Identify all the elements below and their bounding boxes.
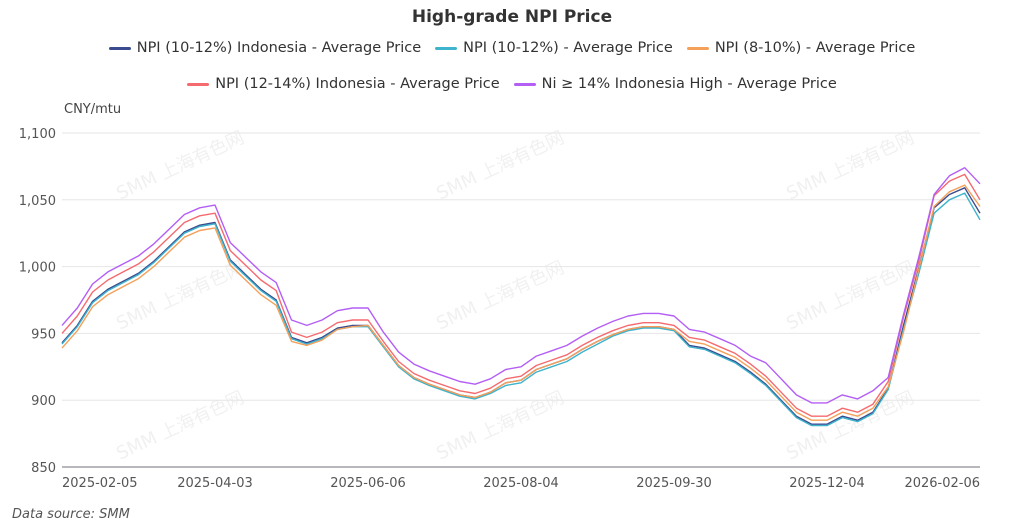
legend-swatch — [513, 82, 536, 86]
series-line — [61, 192, 981, 427]
watermark: SMM 上海有色网 — [783, 127, 917, 204]
legend-item[interactable]: Ni ≥ 14% Indonesia High - Average Price — [513, 76, 837, 92]
legend-item[interactable]: NPI (10-12%) - Average Price — [435, 40, 673, 56]
x-tick-label: 2025-12-04 — [789, 476, 865, 491]
series-line — [61, 184, 981, 421]
x-tick-label: 2025-06-06 — [330, 476, 406, 491]
watermark: SMM 上海有色网 — [433, 257, 567, 334]
watermark: SMM 上海有色网 — [113, 387, 247, 464]
y-tick-label: 1,100 — [19, 127, 56, 142]
y-tick-label: 850 — [31, 461, 56, 476]
watermark: SMM 上海有色网 — [783, 257, 917, 334]
watermark: SMM 上海有色网 — [113, 257, 247, 334]
legend-label: Ni ≥ 14% Indonesia High - Average Price — [541, 76, 837, 92]
legend-item[interactable]: NPI (10-12%) Indonesia - Average Price — [108, 40, 422, 56]
x-tick-label: 2025-08-04 — [483, 476, 559, 491]
legend-swatch — [187, 82, 210, 86]
watermark: SMM 上海有色网 — [113, 127, 247, 204]
x-tick-label: 2025-02-05 — [62, 476, 138, 491]
y-tick-label: 1,000 — [19, 261, 56, 276]
legend-label: NPI (8-10%) - Average Price — [714, 40, 916, 56]
legend-label: NPI (12-14%) Indonesia - Average Price — [215, 76, 500, 92]
legend-swatch — [435, 46, 458, 50]
watermark: SMM 上海有色网 — [433, 127, 567, 204]
chart-title: High-grade NPI Price — [411, 7, 613, 27]
legend-label: NPI (10-12%) Indonesia - Average Price — [136, 40, 422, 56]
y-tick-label: 900 — [31, 394, 56, 409]
legend-row-2: NPI (12-14%) Indonesia - Average Price N… — [0, 76, 1024, 92]
series-line — [61, 167, 981, 404]
legend-item[interactable]: NPI (8-10%) - Average Price — [686, 40, 916, 56]
y-tick-label: 1,050 — [19, 194, 56, 209]
x-tick-label: 2026-02-06 — [904, 476, 980, 491]
legend-label: NPI (10-12%) - Average Price — [463, 40, 673, 56]
x-tick-label: 2025-09-30 — [636, 476, 712, 491]
legend-item[interactable]: NPI (12-14%) Indonesia - Average Price — [187, 76, 500, 92]
series-line — [61, 173, 981, 417]
legend-row-1: NPI (10-12%) Indonesia - Average Price N… — [0, 40, 1024, 56]
legend-swatch — [108, 46, 131, 50]
watermark: SMM 上海有色网 — [433, 387, 567, 464]
y-axis-unit: CNY/mtu — [64, 102, 122, 117]
data-source: Data source: SMM — [12, 507, 130, 522]
x-tick-label: 2025-04-03 — [177, 476, 253, 491]
legend-swatch — [686, 46, 709, 50]
y-tick-label: 950 — [31, 327, 56, 342]
